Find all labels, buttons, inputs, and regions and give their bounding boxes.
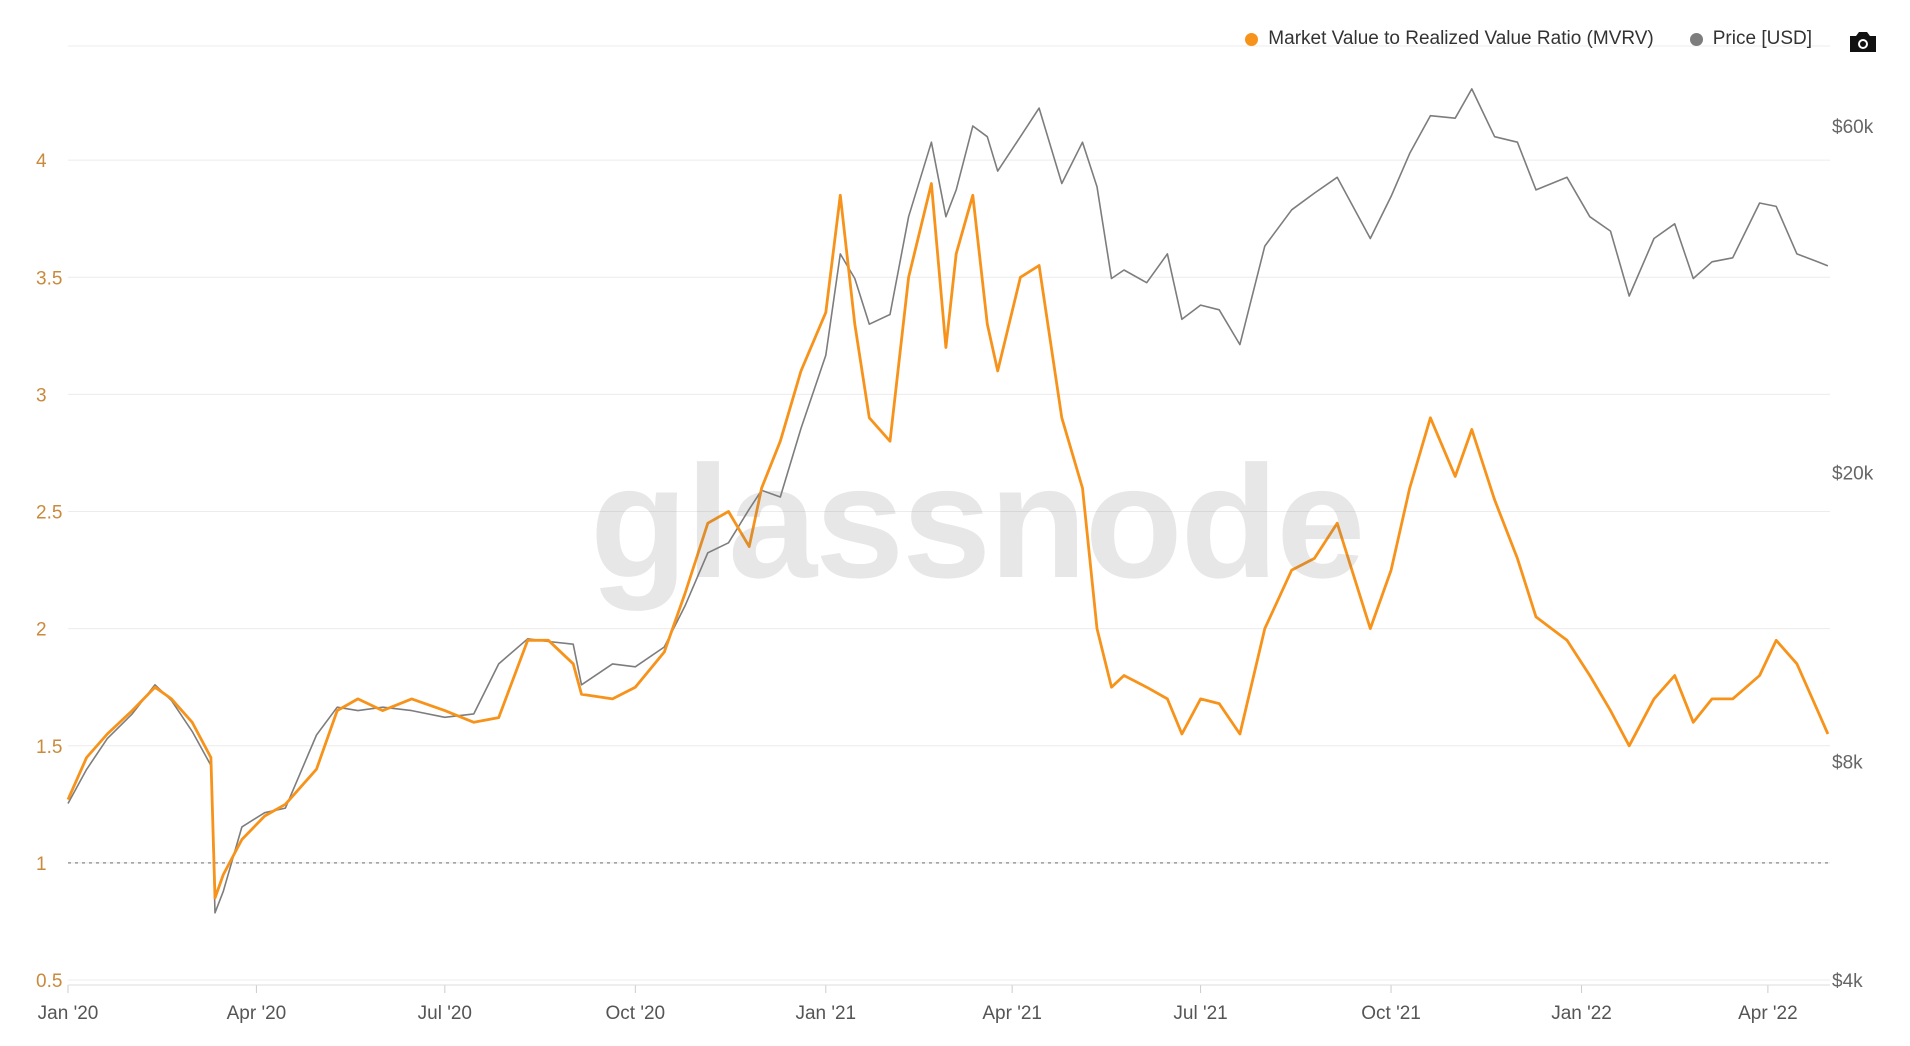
legend-dot-price	[1689, 32, 1703, 46]
screenshot-button[interactable]	[1844, 26, 1880, 58]
left-tick-label: 4	[36, 151, 47, 172]
right-tick-label: $8k	[1832, 752, 1863, 773]
x-tick-label: Jul '21	[1173, 1003, 1227, 1024]
x-tick-label: Oct '21	[1361, 1003, 1421, 1024]
camera-icon	[1850, 32, 1876, 52]
x-tick-label: Jan '22	[1551, 1003, 1612, 1024]
series-lines	[66, 88, 1830, 914]
x-tick-label: Jul '20	[418, 1003, 472, 1024]
left-tick-label: 2	[36, 620, 47, 641]
left-axis-ticks: 0.5 1 1.5 2 2.5 3 3.5 4	[36, 151, 62, 992]
left-tick-label: 1	[36, 854, 47, 875]
left-tick-label: 2.5	[36, 503, 62, 524]
left-tick-label: 3	[36, 385, 47, 406]
right-tick-label: $60k	[1832, 117, 1874, 138]
x-tick-label: Jan '20	[38, 1003, 99, 1024]
legend-dot-mvrv	[1245, 32, 1259, 46]
x-tick-label: Apr '21	[982, 1003, 1042, 1024]
grid-lines	[68, 45, 1830, 981]
x-axis-ticks: Jan '20 Apr '20 Jul '20 Oct '20 Jan '21 Apr '…	[38, 984, 1830, 1024]
legend-label-price: Price [USD]	[1712, 28, 1812, 49]
legend: Market Value to Realized Value Ratio (MV…	[1245, 28, 1812, 50]
x-tick-label: Jan '21	[795, 1003, 856, 1024]
right-tick-label: $4k	[1832, 971, 1863, 992]
x-tick-label: Apr '20	[227, 1003, 287, 1024]
x-tick-label: Oct '20	[606, 1003, 666, 1024]
series-line-mvrv	[66, 182, 1830, 900]
series-line-price	[67, 88, 1829, 914]
left-tick-label: 1.5	[36, 737, 62, 758]
x-tick-label: Apr '22	[1738, 1003, 1798, 1024]
legend-item-price[interactable]: Price [USD]	[1689, 28, 1812, 50]
left-tick-label: 0.5	[36, 971, 62, 992]
legend-label-mvrv: Market Value to Realized Value Ratio (MV…	[1268, 28, 1654, 49]
right-tick-label: $20k	[1832, 463, 1874, 484]
legend-item-mvrv[interactable]: Market Value to Realized Value Ratio (MV…	[1245, 28, 1654, 50]
right-axis-ticks: $4k $8k $20k $60k	[1832, 117, 1874, 992]
left-tick-label: 3.5	[36, 268, 62, 289]
